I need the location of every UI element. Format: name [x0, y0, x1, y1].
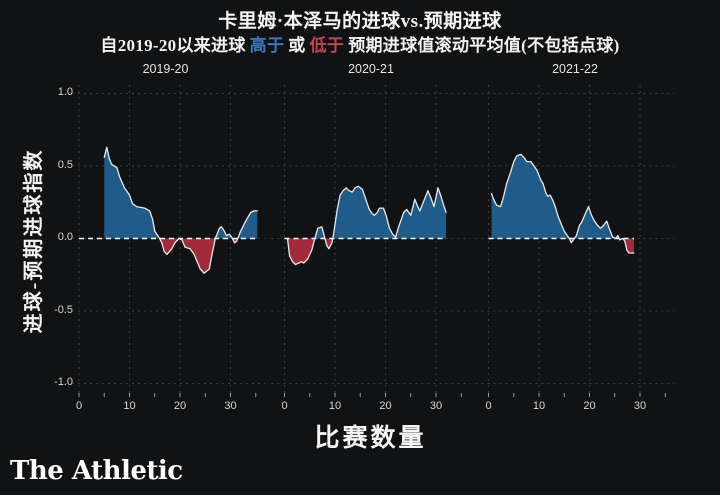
panel-2021-22: 0 10 20 30 — [475, 85, 675, 412]
x-tick-label: 10 — [329, 400, 341, 412]
facet-label-2020-21: 2020-21 — [348, 62, 394, 76]
x-tick-label: 30 — [430, 400, 442, 412]
rolling-average-line — [103, 146, 258, 274]
area-above-zero — [287, 186, 447, 239]
page-title: 卡里姆·本泽马的进球vs.预期进球 — [218, 11, 502, 32]
panel-2020-21: 0 10 20 30 — [271, 85, 471, 412]
subtitle-middle: 或 — [288, 36, 306, 55]
x-axis-title: 比赛数量 — [314, 425, 427, 452]
subtitle-suffix: 预期进球值滚动平均值(不包括点球) — [348, 36, 620, 55]
y-tick-label-05: 0.5 — [57, 159, 73, 171]
rolling-average-line — [286, 185, 447, 266]
subtitle-below-word: 低于 — [309, 36, 345, 55]
x-tick-label: 0 — [76, 400, 82, 412]
facet-label-2021-22: 2021-22 — [552, 62, 598, 76]
x-tick-label: 20 — [583, 400, 595, 412]
y-tick-label-neg05: -0.5 — [54, 304, 73, 316]
x-tick-label: 10 — [533, 400, 545, 412]
rolling-average-line — [490, 153, 635, 254]
y-tick-label-0: 0.0 — [57, 231, 73, 243]
athletic-logo: The Athletic — [10, 456, 183, 486]
x-tick-label: 30 — [634, 400, 646, 412]
x-tick-label: 0 — [281, 400, 287, 412]
chart-subtitle: 自2019-20以来进球 高于或低于 预期进球值滚动平均值(不包括点球) — [0, 31, 720, 56]
facet-label-2019-20: 2019-20 — [142, 62, 189, 76]
x-tick-label: 20 — [174, 400, 186, 412]
y-tick-label-1: 1.0 — [57, 86, 73, 98]
panel-2019-20: 0 10 20 30 — [66, 85, 265, 412]
x-tick-label: 10 — [123, 400, 135, 412]
x-tick-label: 30 — [224, 400, 236, 412]
subtitle-prefix: 自2019-20以来进球 — [100, 36, 246, 55]
area-above-zero — [491, 154, 634, 239]
x-tick-label: 20 — [379, 400, 391, 412]
y-tick-label-neg1: -1.0 — [54, 376, 73, 388]
area-above-zero — [104, 147, 258, 239]
x-tick-label: 0 — [485, 400, 491, 412]
subtitle-above-word: 高于 — [249, 36, 285, 55]
